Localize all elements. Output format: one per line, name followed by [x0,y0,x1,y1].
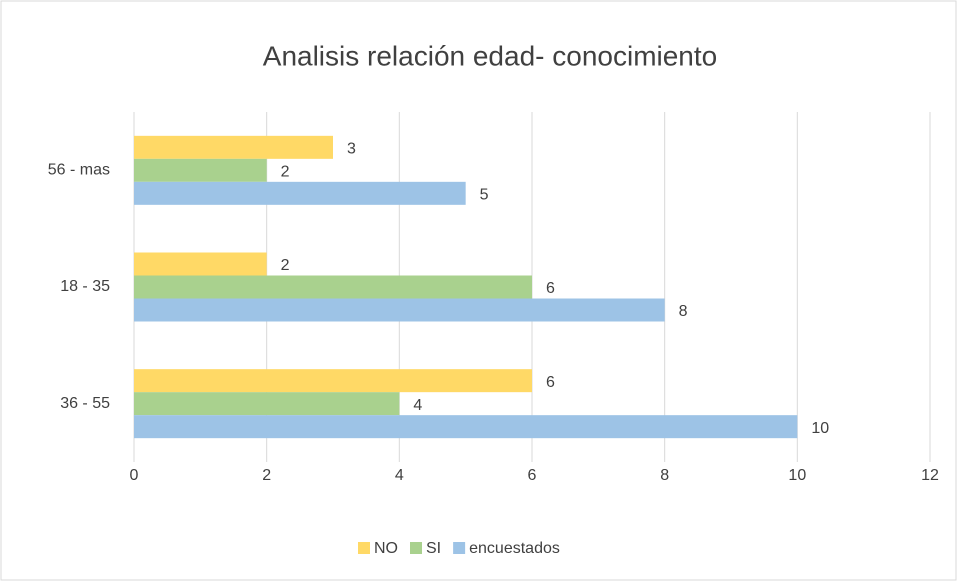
value-label: 8 [679,303,688,320]
x-tick-label: 6 [528,467,537,484]
value-label: 5 [480,187,489,204]
value-label: 10 [811,420,829,437]
value-label: 3 [347,141,356,158]
chart-title: Analisis relación edad- conocimiento [263,40,717,71]
bar [134,135,333,159]
legend-label: encuestados [469,540,560,557]
x-tick-label: 12 [921,467,939,484]
legend-swatch [358,542,370,554]
legend-label: NO [374,540,398,557]
bar [134,415,798,439]
bar [134,275,532,299]
x-tick-label: 4 [395,467,404,484]
bar [134,369,532,393]
x-tick-label: 2 [262,467,271,484]
x-tick-label: 0 [130,467,139,484]
bar [134,252,267,276]
bar [134,158,267,182]
x-tick-label: 10 [788,467,806,484]
value-label: 2 [281,257,290,274]
legend-swatch [410,542,422,554]
x-tick-label: 8 [660,467,669,484]
y-tick-label: 18 - 35 [60,278,110,295]
value-label: 2 [281,164,290,181]
value-label: 4 [413,397,422,414]
y-tick-label: 56 - mas [48,162,110,179]
value-label: 6 [546,374,555,391]
legend-swatch [453,542,466,554]
bar [134,181,466,205]
bar [134,298,665,322]
bar [134,392,400,416]
value-label: 6 [546,280,555,297]
y-tick-label: 36 - 55 [60,395,110,412]
legend-label: SI [426,540,441,557]
